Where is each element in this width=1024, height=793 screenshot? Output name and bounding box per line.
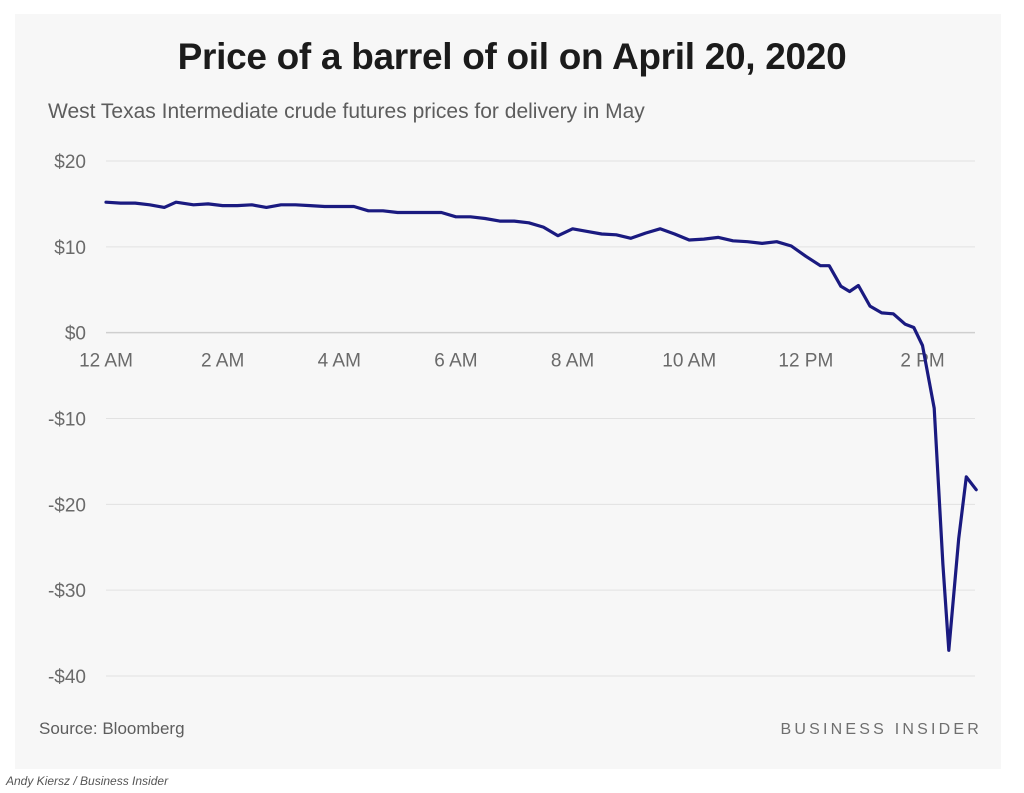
y-tick-label: $20 xyxy=(54,152,86,173)
y-tick-label: -$40 xyxy=(48,667,86,688)
x-tick-label: 8 AM xyxy=(551,351,594,372)
x-axis-tick-labels: 12 AM 2 AM 4 AM 6 AM 8 AM 10 AM 12 PM 2 PM xyxy=(79,351,945,372)
source-label: Source: xyxy=(39,719,98,738)
series-line-wti-price xyxy=(104,200,978,652)
y-tick-label: -$10 xyxy=(48,410,86,431)
x-tick-label: 12 AM xyxy=(79,351,133,372)
source-value: Bloomberg xyxy=(102,719,185,738)
x-tick-label: 4 AM xyxy=(318,351,361,372)
chart-title: Price of a barrel of oil on April 20, 20… xyxy=(177,36,847,77)
grid-lines xyxy=(106,160,975,677)
brand-logo: BUSINESS INSIDER xyxy=(780,721,982,738)
y-tick-label: $10 xyxy=(54,238,86,259)
x-tick-label: 6 AM xyxy=(434,351,477,372)
y-tick-label: -$20 xyxy=(48,495,86,516)
source-note: Source: Bloomberg xyxy=(39,719,185,739)
x-tick-label: 2 PM xyxy=(900,351,944,372)
x-tick-label: 10 AM xyxy=(662,351,716,372)
x-tick-label: 2 AM xyxy=(201,351,244,372)
x-tick-label: 12 PM xyxy=(778,351,833,372)
y-axis-tick-labels: $20 $10 $0 -$10 -$20 -$30 -$40 xyxy=(48,152,86,688)
y-tick-label: -$30 xyxy=(48,581,86,602)
photo-credit: Andy Kiersz / Business Insider xyxy=(6,774,169,788)
chart-subtitle: West Texas Intermediate crude futures pr… xyxy=(48,100,645,123)
chart-card xyxy=(15,14,1001,769)
y-tick-label: $0 xyxy=(65,324,86,345)
